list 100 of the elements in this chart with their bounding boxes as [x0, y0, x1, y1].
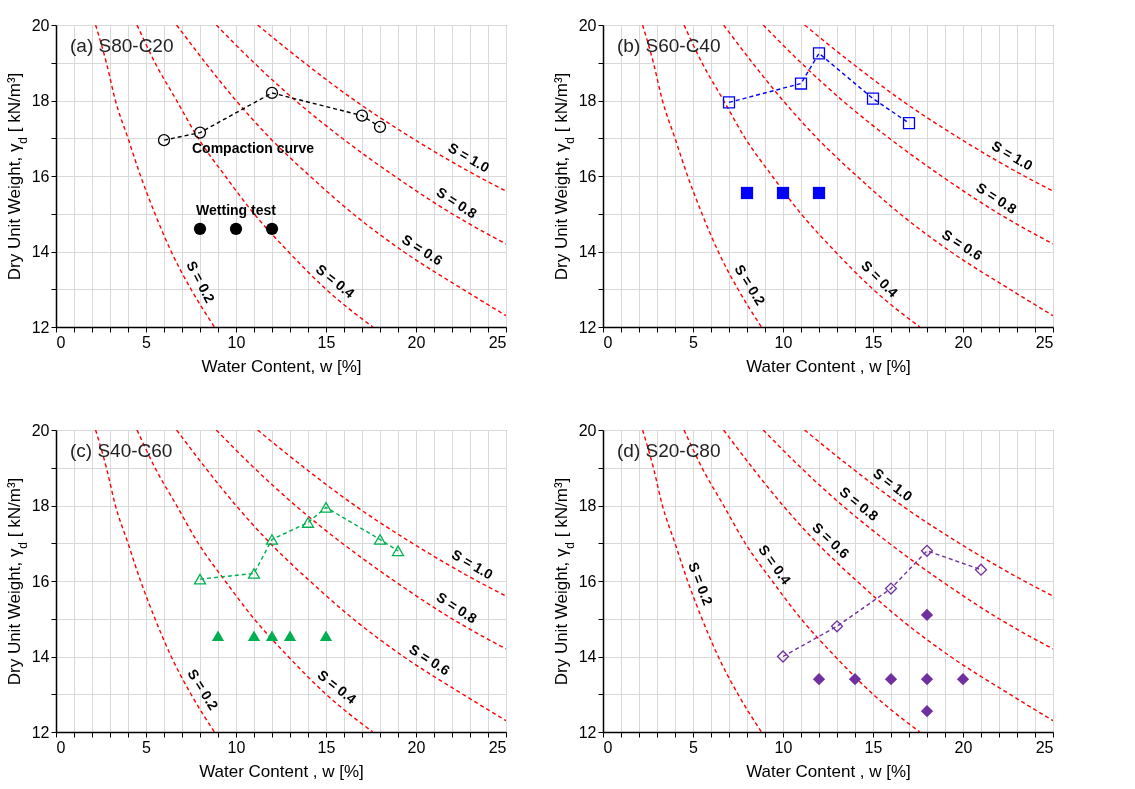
y-tick-label: 14 [31, 648, 50, 665]
y-tick-label: 16 [31, 572, 50, 590]
point [740, 186, 754, 200]
line-series [762, 25, 1053, 245]
text: (b) S60-C40 [617, 35, 721, 56]
y-tick-label: 12 [31, 318, 50, 336]
point [193, 222, 207, 235]
point [794, 77, 808, 90]
x-axis-title: Water Content , w [%] [199, 761, 364, 781]
point [902, 117, 916, 130]
x-tick-label: 5 [689, 738, 699, 756]
point [776, 650, 790, 663]
annotation: S = 0.6 [399, 230, 446, 269]
point [211, 630, 225, 642]
y-tick-label: 18 [31, 497, 50, 514]
line-series [175, 25, 506, 317]
text: (a) S80-C20 [70, 35, 174, 56]
annotation: S = 0.4 [312, 260, 358, 302]
x-tick-label: 20 [407, 738, 426, 756]
point [247, 568, 261, 579]
point [373, 120, 387, 134]
annotation: S = 1.0 [449, 546, 496, 583]
point [884, 673, 898, 686]
point [974, 563, 988, 576]
text: (d) S20-C80 [617, 440, 721, 461]
annotation: S = 0.8 [433, 183, 481, 222]
point [319, 501, 333, 513]
x-axis-title: Water Content, w [%] [201, 356, 362, 376]
point [265, 534, 279, 545]
point [722, 96, 736, 109]
point [884, 582, 898, 595]
y-tick-label: 18 [578, 497, 597, 514]
x-tick-label: 10 [774, 738, 793, 756]
point [920, 705, 934, 718]
point [193, 126, 207, 139]
point [812, 186, 826, 200]
point [157, 134, 171, 147]
point [830, 620, 844, 633]
x-tick-label: 0 [603, 333, 613, 351]
x-tick-label: 10 [227, 333, 246, 351]
y-tick-label: 20 [31, 16, 50, 34]
annotation: S = 0.2 [183, 258, 219, 306]
point [956, 673, 970, 686]
x-tick-label: 15 [317, 333, 336, 351]
y-tick-label: 14 [578, 648, 597, 665]
x-tick-label: 5 [142, 333, 152, 351]
annotation: Wetting test [196, 201, 277, 218]
x-tick-label: 15 [864, 738, 883, 756]
annotation: Compaction curve [192, 139, 315, 156]
x-tick-label: 20 [407, 333, 426, 351]
point [812, 673, 826, 686]
x-tick-label: 25 [1035, 738, 1054, 756]
point [301, 517, 315, 528]
x-tick-label: 25 [488, 738, 507, 756]
point [283, 630, 297, 642]
y-tick-label: 20 [578, 16, 597, 34]
x-tick-label: 0 [56, 333, 66, 351]
y-tick-label: 12 [578, 723, 597, 741]
annotation: S = 0.4 [314, 666, 360, 708]
annotation: S = 0.4 [858, 257, 902, 301]
annotation: S = 0.2 [184, 666, 222, 713]
x-tick-label: 5 [142, 738, 152, 756]
x-tick-label: 25 [1035, 333, 1054, 351]
annotation: S = 1.0 [445, 139, 493, 176]
x-tick-label: 10 [227, 738, 246, 756]
y-tick-label: 12 [578, 318, 597, 336]
y-tick-label: 18 [578, 92, 597, 109]
point [920, 673, 934, 686]
line-series [175, 430, 506, 722]
annotation: S = 0.8 [973, 179, 1020, 218]
x-tick-label: 15 [317, 738, 336, 756]
point [229, 222, 243, 235]
point [920, 608, 934, 622]
point [866, 92, 880, 105]
annotation: S = 0.6 [939, 226, 986, 264]
annotation: S = 0.6 [406, 640, 453, 679]
point [193, 573, 207, 585]
point [319, 630, 333, 642]
y-tick-label: 14 [31, 243, 50, 260]
annotation: S = 1.0 [988, 137, 1036, 174]
point [247, 630, 261, 642]
point [265, 222, 279, 235]
y-tick-label: 12 [31, 723, 50, 741]
x-tick-label: 20 [954, 738, 973, 756]
point [355, 109, 369, 122]
y-tick-label: 20 [578, 421, 597, 439]
y-tick-label: 16 [578, 572, 597, 590]
y-tick-label: 18 [31, 92, 50, 109]
point [265, 86, 279, 100]
annotation: S = 0.2 [685, 559, 717, 608]
line-series [803, 25, 1053, 192]
point [920, 544, 934, 557]
line-series [803, 430, 1053, 597]
y-tick-label: 20 [31, 421, 50, 439]
point [265, 630, 279, 642]
text: (c) S40-C60 [70, 440, 173, 461]
y-tick-label: 14 [578, 243, 597, 260]
annotation: S = 0.4 [755, 541, 795, 588]
x-axis-title: Water Content , w [%] [746, 356, 911, 376]
x-tick-label: 0 [56, 738, 66, 756]
